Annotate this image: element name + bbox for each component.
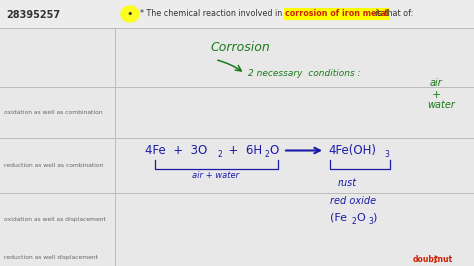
Text: air + water: air + water (192, 171, 239, 180)
Text: +: + (432, 90, 441, 100)
Text: corrosion of iron metal: corrosion of iron metal (285, 10, 389, 19)
Text: rust: rust (338, 177, 357, 188)
Text: 2 necessary  conditions :: 2 necessary conditions : (248, 69, 361, 78)
Text: O: O (269, 144, 278, 157)
Text: Corrosion: Corrosion (210, 41, 270, 54)
Text: ♪: ♪ (432, 255, 438, 265)
Text: water: water (427, 100, 455, 110)
Text: (Fe: (Fe (330, 213, 347, 223)
Text: 3: 3 (368, 218, 373, 227)
Text: ): ) (372, 213, 376, 223)
Text: * The chemical reaction involved in the: * The chemical reaction involved in the (140, 10, 301, 19)
Text: reduction as well displacement: reduction as well displacement (4, 256, 98, 260)
Text: +  6H: + 6H (221, 144, 262, 157)
Text: 4Fe(OH): 4Fe(OH) (328, 144, 376, 157)
Text: 2: 2 (265, 150, 270, 159)
Text: 2: 2 (352, 218, 357, 227)
Text: •: • (127, 9, 133, 19)
Text: is that of:: is that of: (373, 10, 413, 19)
Text: oxidation as well as displacement: oxidation as well as displacement (4, 217, 106, 222)
Ellipse shape (121, 6, 139, 22)
Text: air: air (430, 78, 443, 89)
Text: 3: 3 (384, 150, 389, 159)
Text: reduction as well as combination: reduction as well as combination (4, 163, 103, 168)
Text: oxidation as well as combination: oxidation as well as combination (4, 110, 103, 115)
Text: red oxide: red oxide (330, 196, 376, 206)
Text: 28395257: 28395257 (6, 10, 60, 20)
Text: 2: 2 (218, 150, 223, 159)
Text: doubtnut: doubtnut (413, 256, 453, 264)
Text: O: O (356, 213, 365, 223)
Text: 4Fe  +  3O: 4Fe + 3O (145, 144, 207, 157)
Bar (0, 0, 474, 28)
